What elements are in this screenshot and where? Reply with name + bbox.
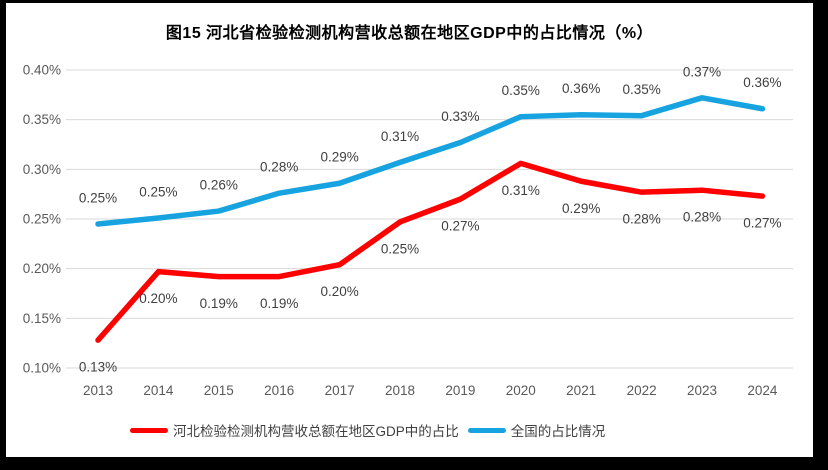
data-label-national: 0.36% [743, 75, 781, 90]
data-label-hebei: 0.19% [260, 296, 298, 311]
legend-label-national: 全国的占比情况 [510, 424, 606, 439]
data-label-hebei: 0.25% [381, 241, 419, 256]
data-label-national: 0.25% [79, 190, 117, 205]
x-axis-tick-label: 2020 [506, 383, 536, 398]
data-label-national: 0.35% [502, 83, 540, 98]
data-label-national: 0.28% [260, 160, 298, 175]
y-axis-tick-label: 0.10% [23, 361, 61, 376]
series-line-hebei [95, 160, 766, 343]
x-axis-tick-label: 2024 [747, 383, 778, 398]
x-axis-tick-label: 2015 [204, 383, 234, 398]
legend-line-swatch-national [467, 427, 506, 433]
y-axis-tick-label: 0.40% [23, 63, 61, 78]
data-label-national: 0.37% [683, 64, 721, 79]
data-label-hebei: 0.28% [683, 210, 721, 225]
chart-plot: 0.10% 0.15% 0.20% 0.25% 0.30% 0.35% 0.40% 2013 2… [23, 63, 793, 398]
chart-frame: 0.10% 0.15% 0.20% 0.25% 0.30% 0.35% 0.40% 2013 2… [6, 3, 813, 457]
data-label-hebei: 0.13% [79, 360, 117, 375]
y-axis-tick-label: 0.25% [23, 212, 61, 227]
data-label-hebei: 0.31% [502, 183, 540, 198]
data-label-hebei: 0.27% [441, 219, 479, 234]
x-axis-tick-label: 2013 [83, 383, 113, 398]
data-label-national: 0.35% [622, 82, 660, 97]
data-label-hebei: 0.20% [139, 291, 177, 306]
data-label-hebei: 0.29% [562, 201, 600, 216]
y-axis-tick-label: 0.35% [23, 112, 61, 127]
legend-item-hebei: 河北检验检测机构营收总额在地区GDP中的占比 [130, 420, 459, 440]
x-axis-tick-label: 2018 [385, 383, 415, 398]
x-axis-tick-label: 2016 [264, 383, 294, 398]
legend-label-hebei: 河北检验检测机构营收总额在地区GDP中的占比 [173, 424, 459, 439]
x-axis-tick-label: 2017 [325, 383, 355, 398]
data-label-hebei: 0.20% [320, 284, 358, 299]
data-label-national: 0.29% [320, 150, 358, 165]
x-axis-tick-label: 2019 [445, 383, 475, 398]
legend-item-national: 全国的占比情况 [467, 420, 606, 440]
data-label-national: 0.26% [200, 178, 238, 193]
data-label-hebei: 0.27% [743, 216, 781, 231]
y-axis-tick-label: 0.30% [23, 162, 61, 177]
series-line-national [95, 95, 766, 227]
data-label-national: 0.36% [562, 81, 600, 96]
x-axis-tick-label: 2023 [687, 383, 717, 398]
data-label-national: 0.31% [381, 129, 419, 144]
chart-title: 图15 河北省检验检测机构营收总额在地区GDP中的占比情况（%） [165, 25, 654, 42]
data-label-national: 0.33% [441, 109, 479, 124]
y-axis-tick-label: 0.15% [23, 311, 61, 326]
x-axis-tick-label: 2014 [143, 383, 174, 398]
data-label-hebei: 0.28% [622, 212, 660, 227]
data-label-national: 0.25% [139, 185, 177, 200]
legend: 河北检验检测机构营收总额在地区GDP中的占比 全国的占比情况 [130, 421, 605, 439]
legend-line-swatch-hebei [130, 427, 168, 433]
x-axis-tick-label: 2021 [566, 383, 596, 398]
x-axis-tick-label: 2022 [627, 383, 657, 398]
data-label-hebei: 0.19% [200, 296, 238, 311]
y-axis-tick-label: 0.20% [23, 261, 61, 276]
